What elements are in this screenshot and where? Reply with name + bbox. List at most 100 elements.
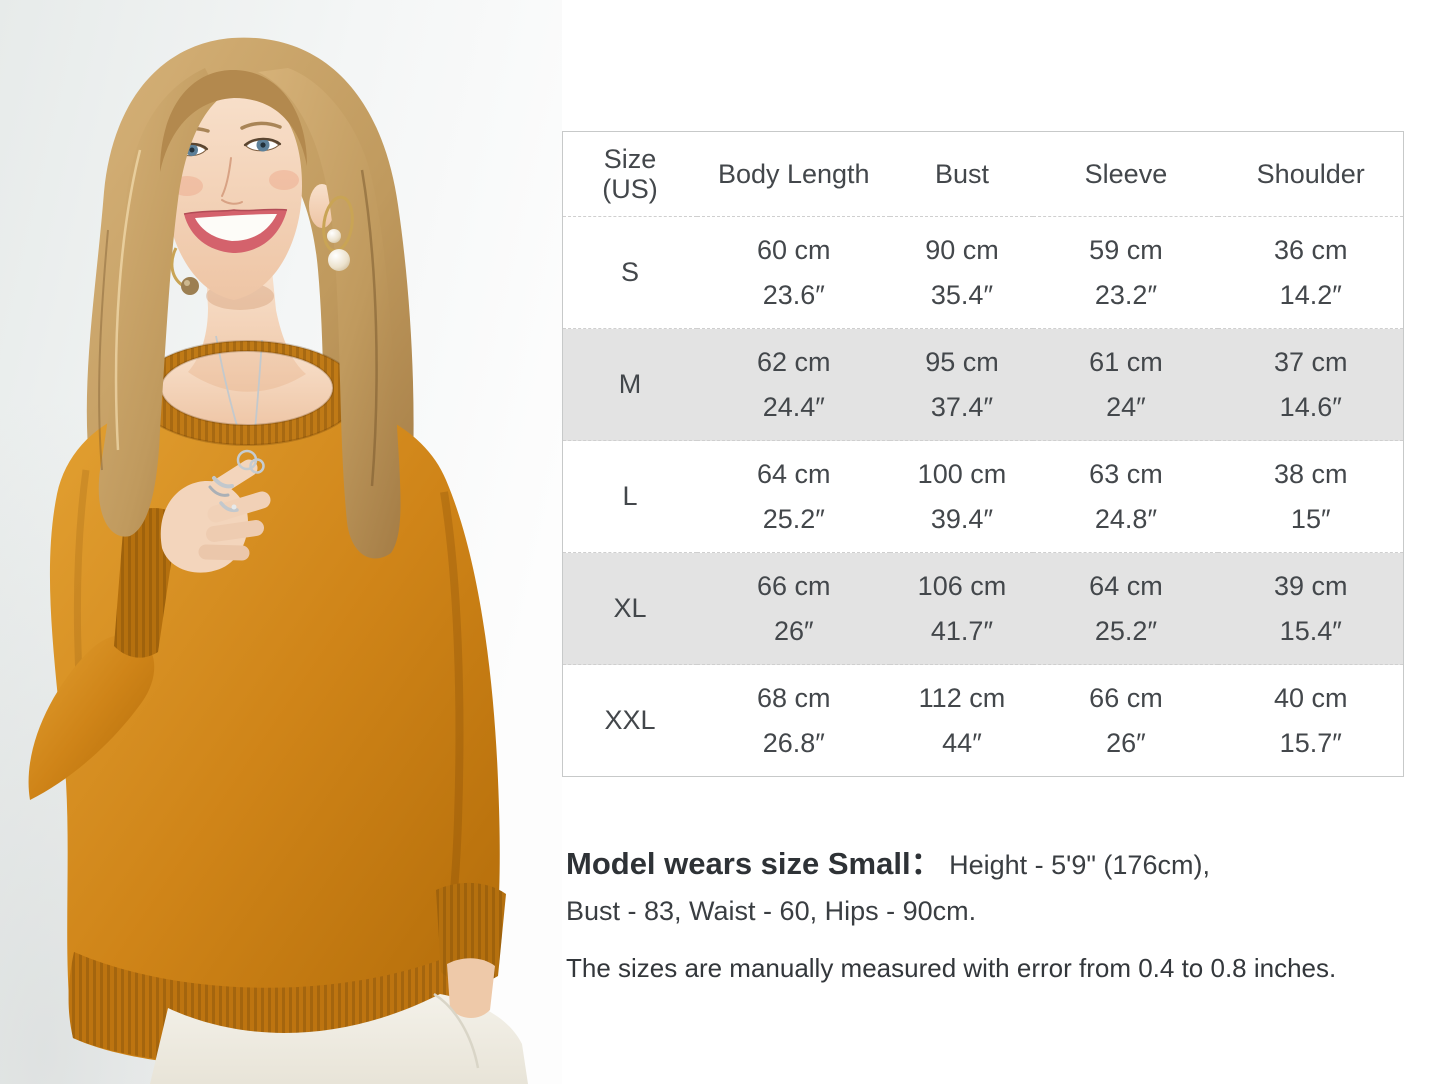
value-inch: 15″	[1290, 503, 1331, 534]
size-label: S	[621, 257, 640, 287]
value-cm: 37 cm	[1273, 346, 1348, 377]
value-cm: 95 cm	[925, 346, 999, 377]
value-inch: 41.7″	[930, 615, 993, 646]
value-inch: 44″	[942, 727, 982, 758]
col-header-shoulder: Shoulder	[1256, 159, 1365, 189]
size-row-xxl: XXL 68 cm 26.8″ 112 cm 44″ 66 cm 26″ 40 cm 1…	[562, 664, 1404, 777]
body-length-cell: 66 cm 26″	[697, 553, 890, 665]
sleeve-cell: 59 cm 23.2″	[1033, 217, 1218, 329]
sleeve-cell: 61 cm 24″	[1033, 329, 1218, 441]
mouth	[183, 208, 288, 253]
value-inch: 35.4″	[930, 279, 993, 310]
value-cm: 39 cm	[1273, 570, 1348, 601]
value-cm: 64 cm	[756, 458, 831, 489]
earring-left	[170, 247, 199, 295]
model-height: Height - 5'9" (176cm),	[949, 850, 1210, 880]
value-cm: 62 cm	[756, 346, 831, 377]
value-cm: 68 cm	[756, 682, 831, 713]
silver-rings	[208, 476, 239, 513]
value-cm: 112 cm	[918, 682, 1006, 713]
pants	[150, 994, 528, 1084]
body-length-cell: 68 cm 26.8″	[697, 665, 890, 777]
measurement-disclaimer: The sizes are manually measured with err…	[566, 953, 1337, 983]
value-inch: 14.6″	[1279, 391, 1342, 422]
bust-cell: 112 cm 44″	[890, 665, 1033, 777]
value-cm: 64 cm	[1089, 570, 1163, 601]
value-inch: 24.8″	[1094, 503, 1157, 534]
size-row-s: S 60 cm 23.6″ 90 cm 35.4″ 59 cm 23.2″ 36 cm…	[562, 216, 1404, 329]
col-header-sleeve: Sleeve	[1084, 159, 1168, 189]
size-chart-table: Size (US) Body Length Bust Sleeve Should…	[562, 131, 1404, 777]
value-inch: 24.4″	[762, 391, 825, 422]
blush-right	[269, 170, 299, 190]
size-row-m: M 62 cm 24.4″ 95 cm 37.4″ 61 cm 24″ 37 cm 14…	[562, 328, 1404, 441]
value-cm: 60 cm	[756, 234, 831, 265]
value-inch: 24″	[1106, 391, 1146, 422]
value-cm: 66 cm	[1089, 682, 1163, 713]
size-row-l: L 64 cm 25.2″ 100 cm 39.4″ 63 cm 24.8″ 38 c…	[562, 440, 1404, 553]
value-cm: 63 cm	[1089, 458, 1163, 489]
hand-at-chest	[160, 449, 271, 573]
value-cm: 38 cm	[1273, 458, 1348, 489]
model-measurements: Bust - 83, Waist - 60, Hips - 90cm.	[566, 896, 977, 926]
shoulder-cell: 39 cm 15.4″	[1218, 553, 1403, 665]
value-inch: 15.7″	[1279, 727, 1342, 758]
shoulder-cell: 40 cm 15.7″	[1218, 665, 1403, 777]
col-header-bust: Bust	[934, 159, 989, 189]
value-inch: 14.2″	[1279, 279, 1342, 310]
shoulder-cell: 38 cm 15″	[1218, 441, 1403, 553]
value-cm: 106 cm	[917, 570, 1007, 601]
value-cm: 61 cm	[1089, 346, 1163, 377]
shoulder-cell: 36 cm 14.2″	[1218, 217, 1403, 329]
sleeve-cell: 64 cm 25.2″	[1033, 553, 1218, 665]
model-info-line: Model wears size Small： Height - 5'9" (1…	[566, 842, 1422, 887]
size-label: L	[622, 481, 638, 511]
value-cm: 100 cm	[917, 458, 1007, 489]
bust-cell: 100 cm 39.4″	[890, 441, 1033, 553]
body-length-cell: 64 cm 25.2″	[697, 441, 890, 553]
value-inch: 15.4″	[1279, 615, 1342, 646]
value-cm: 90 cm	[925, 234, 999, 265]
shoulder-cell: 37 cm 14.6″	[1218, 329, 1403, 441]
earring-right	[322, 195, 354, 271]
value-inch: 26″	[773, 615, 814, 646]
measurement-notes: Model wears size Small： Height - 5'9" (1…	[566, 842, 1422, 984]
col-header-body-length: Body Length	[717, 159, 870, 189]
nose	[221, 157, 243, 205]
value-inch: 39.4″	[930, 503, 993, 534]
bust-cell: 106 cm 41.7″	[890, 553, 1033, 665]
value-cm: 36 cm	[1273, 234, 1348, 265]
earrings	[170, 195, 354, 295]
hand-in-pocket	[433, 958, 495, 1069]
col-header-size-line1: Size	[603, 144, 657, 174]
size-label: M	[618, 369, 642, 399]
value-inch: 23.2″	[1094, 279, 1157, 310]
necklace-pendant	[236, 449, 265, 474]
body-length-cell: 60 cm 23.6″	[697, 217, 890, 329]
value-inch: 23.6″	[762, 279, 825, 310]
value-inch: 25.2″	[1094, 615, 1157, 646]
sweater-forearm	[28, 634, 155, 800]
bust-cell: 90 cm 35.4″	[890, 217, 1033, 329]
value-inch: 26″	[1106, 727, 1146, 758]
model-illustration	[0, 0, 562, 1084]
size-label: XXL	[604, 705, 656, 735]
bust-cell: 95 cm 37.4″	[890, 329, 1033, 441]
size-row-xl: XL 66 cm 26″ 106 cm 41.7″ 64 cm 25.2″ 39 cm…	[562, 552, 1404, 665]
table-header-row: Size (US) Body Length Bust Sleeve Should…	[563, 132, 1404, 217]
value-inch: 25.2″	[762, 503, 825, 534]
col-header-size-line2: (US)	[602, 174, 658, 204]
value-cm: 59 cm	[1089, 234, 1163, 265]
hair-front	[98, 68, 401, 559]
eyebrow-right	[240, 121, 282, 130]
value-inch: 26.8″	[762, 727, 825, 758]
value-cm: 66 cm	[756, 570, 831, 601]
sleeve-cell: 63 cm 24.8″	[1033, 441, 1218, 553]
pocket-slit	[433, 992, 480, 1069]
value-cm: 40 cm	[1273, 682, 1348, 713]
sleeve-cell: 66 cm 26″	[1033, 665, 1218, 777]
col-header-size: Size (US)	[563, 132, 698, 217]
model-photo	[0, 0, 562, 1084]
value-inch: 37.4″	[930, 391, 993, 422]
model-size-label: Model wears size Small：	[566, 846, 942, 881]
